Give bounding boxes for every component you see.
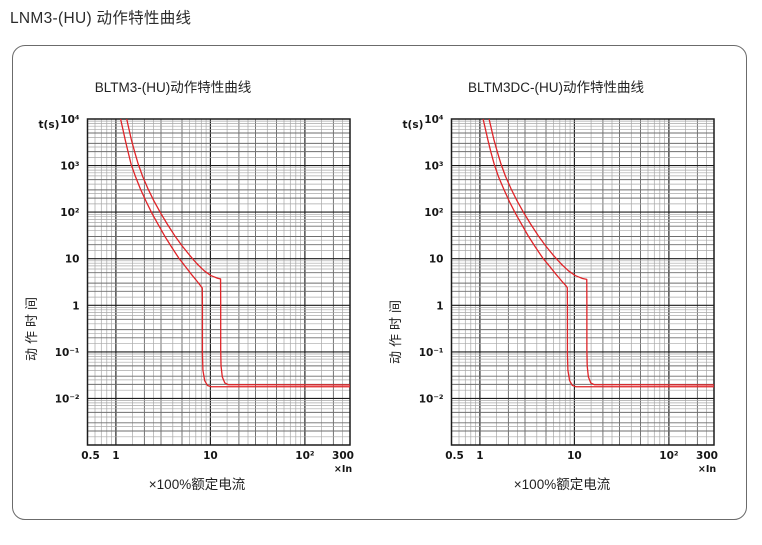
y-tick-label: 10⁻¹ <box>419 347 444 359</box>
trip-curve-max-trip-time <box>126 118 351 386</box>
x-unit-label: ×In <box>698 464 716 475</box>
y-tick-label: 10⁴ <box>60 114 80 126</box>
y-tick-label: 1 <box>436 300 443 312</box>
y-unit-label: t(s) <box>39 119 60 131</box>
curves-panel <box>12 45 747 520</box>
y-tick-label: 1 <box>72 300 79 312</box>
y-unit-label: t(s) <box>403 119 424 131</box>
y-tick-label: 10 <box>65 254 80 266</box>
x-tick-label: 300 <box>696 450 718 462</box>
y-tick-label: 10² <box>60 207 80 219</box>
y-tick-label: 10⁻¹ <box>55 347 80 359</box>
x-tick-label: 10 <box>203 450 218 462</box>
plot-border <box>450 118 715 446</box>
y-tick-label: 10³ <box>424 161 444 173</box>
x-tick-label: 10² <box>659 450 679 462</box>
x-axis-title-left: ×100%额定电流 <box>148 477 246 492</box>
x-tick-label: 1 <box>476 450 483 462</box>
y-tick-label: 10⁻² <box>419 393 444 405</box>
x-axis-title-right: ×100%额定电流 <box>513 477 611 492</box>
trip-curve-min-trip-time <box>119 118 350 388</box>
y-axis-title: 动作时间 <box>25 293 40 361</box>
x-tick-label: 0.5 <box>81 450 100 462</box>
x-tick-label: 0.5 <box>445 450 464 462</box>
y-tick-label: 10³ <box>60 161 80 173</box>
y-tick-label: 10⁴ <box>424 114 444 126</box>
plot-border <box>86 118 351 446</box>
trip-curve-min-trip-time <box>482 118 714 388</box>
x-tick-label: 1 <box>112 450 119 462</box>
chart-title-bltm3dc: BLTM3DC-(HU)动作特性曲线 <box>468 80 644 95</box>
y-tick-label: 10² <box>424 207 444 219</box>
x-unit-label: ×In <box>334 464 352 475</box>
x-tick-label: 300 <box>332 450 354 462</box>
page-title: LNM3-(HU) 动作特性曲线 <box>10 10 192 27</box>
chart-title-bltm3: BLTM3-(HU)动作特性曲线 <box>94 80 252 95</box>
y-tick-label: 10 <box>429 254 444 266</box>
x-tick-label: 10² <box>295 450 315 462</box>
x-tick-label: 10 <box>567 450 582 462</box>
trip-curve-max-trip-time <box>488 118 715 386</box>
y-tick-label: 10⁻² <box>55 393 80 405</box>
y-axis-title: 动作时间 <box>389 296 404 364</box>
